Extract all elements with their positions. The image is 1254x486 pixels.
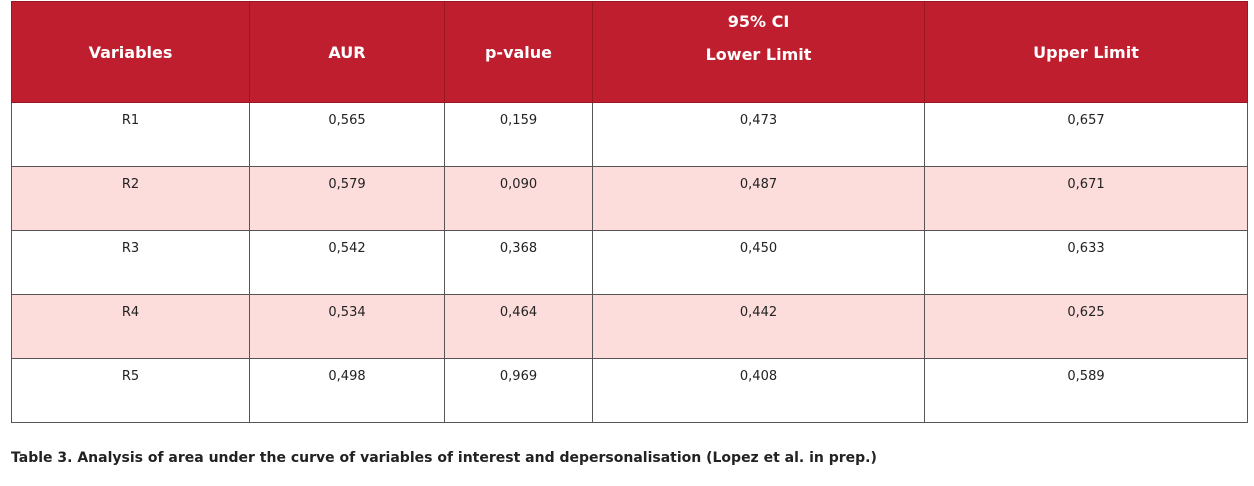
cell-upper: 0,589 [924, 358, 1248, 423]
cell-pvalue: 0,090 [444, 166, 593, 231]
header-aur: AUR [249, 1, 445, 103]
cell-upper-text: 0,589 [1067, 369, 1105, 384]
cell-variable-text: R1 [121, 113, 140, 128]
header-ci-group: 95% CI [727, 12, 790, 31]
table-row: R5 0,498 0,969 0,408 0,589 [11, 358, 1248, 423]
auc-table: Variables AUR p-value 95% CI Lower Limit… [11, 1, 1248, 423]
table-row: R4 0,534 0,464 0,442 0,625 [11, 294, 1248, 359]
cell-lower: 0,487 [592, 166, 925, 231]
cell-aur-text: 0,542 [328, 241, 366, 256]
cell-upper: 0,657 [924, 102, 1248, 167]
cell-lower-text: 0,442 [739, 305, 778, 320]
header-upper-limit: Upper Limit [924, 1, 1248, 103]
table-caption: Table 3. Analysis of area under the curv… [11, 450, 877, 466]
cell-upper: 0,671 [924, 166, 1248, 231]
table-row: R2 0,579 0,090 0,487 0,671 [11, 166, 1248, 231]
cell-lower: 0,450 [592, 230, 925, 295]
cell-lower-text: 0,473 [739, 113, 778, 128]
cell-lower: 0,408 [592, 358, 925, 423]
cell-pvalue-text: 0,090 [499, 177, 538, 192]
cell-variable-text: R4 [121, 305, 140, 320]
cell-variable: R1 [11, 102, 250, 167]
cell-upper-text: 0,633 [1067, 241, 1105, 256]
cell-aur-text: 0,534 [328, 305, 366, 320]
header-lower-limit: 95% CI Lower Limit [592, 1, 925, 103]
cell-upper: 0,633 [924, 230, 1248, 295]
cell-aur-text: 0,579 [328, 177, 366, 192]
cell-lower: 0,442 [592, 294, 925, 359]
cell-lower-text: 0,450 [739, 241, 778, 256]
cell-variable-text: R5 [121, 369, 140, 384]
cell-upper-text: 0,625 [1067, 305, 1105, 320]
cell-upper-text: 0,657 [1067, 113, 1105, 128]
cell-upper: 0,625 [924, 294, 1248, 359]
cell-pvalue: 0,159 [444, 102, 593, 167]
cell-pvalue-text: 0,969 [499, 369, 538, 384]
cell-variable: R5 [11, 358, 250, 423]
cell-upper-text: 0,671 [1067, 177, 1105, 192]
header-pvalue: p-value [444, 1, 593, 103]
cell-lower-text: 0,487 [739, 177, 778, 192]
cell-variable-text: R3 [121, 241, 140, 256]
cell-pvalue: 0,464 [444, 294, 593, 359]
table-row: R3 0,542 0,368 0,450 0,633 [11, 230, 1248, 295]
cell-aur-text: 0,565 [328, 113, 366, 128]
cell-variable-text: R2 [121, 177, 140, 192]
cell-variable: R2 [11, 166, 250, 231]
cell-lower: 0,473 [592, 102, 925, 167]
cell-lower-text: 0,408 [739, 369, 778, 384]
cell-aur: 0,498 [249, 358, 445, 423]
cell-aur: 0,579 [249, 166, 445, 231]
cell-pvalue-text: 0,368 [499, 241, 538, 256]
cell-aur-text: 0,498 [328, 369, 366, 384]
cell-aur: 0,565 [249, 102, 445, 167]
table-row: R1 0,565 0,159 0,473 0,657 [11, 102, 1248, 167]
cell-pvalue-text: 0,159 [499, 113, 538, 128]
header-variables: Variables [11, 1, 250, 103]
cell-aur: 0,534 [249, 294, 445, 359]
cell-pvalue: 0,969 [444, 358, 593, 423]
cell-variable: R4 [11, 294, 250, 359]
table-header-row: Variables AUR p-value 95% CI Lower Limit… [11, 1, 1248, 103]
cell-pvalue: 0,368 [444, 230, 593, 295]
cell-variable: R3 [11, 230, 250, 295]
header-lower-limit-label: Lower Limit [705, 45, 812, 64]
cell-aur: 0,542 [249, 230, 445, 295]
cell-pvalue-text: 0,464 [499, 305, 538, 320]
